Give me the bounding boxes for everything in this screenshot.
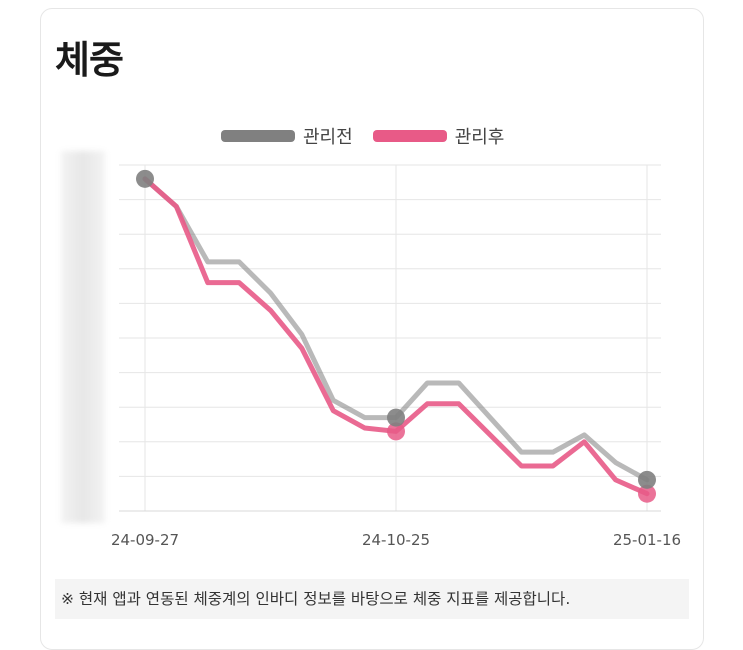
chart-legend: 관리전 관리후	[221, 123, 524, 149]
legend-label-after: 관리후	[454, 127, 505, 148]
x-tick-label: 24-10-25	[362, 531, 430, 549]
x-tick-label: 24-09-27	[111, 531, 179, 549]
data-point-after	[638, 484, 656, 503]
x-tick-label: 25-01-16	[613, 531, 681, 549]
weight-line-chart: 24-09-27 24-10-25 25-01-16	[111, 164, 681, 549]
legend-label-before: 관리전	[303, 127, 353, 148]
weight-card: 체중 관리전 관리후 24-09-27 24-10-25 25-01-16 ※ 현재…	[40, 8, 704, 650]
data-point-after	[387, 422, 405, 441]
data-point-before	[136, 169, 154, 188]
card-title: 체중	[55, 38, 124, 82]
info-note: ※ 현재 앱과 연동된 체중계의 인바디 정보를 바탕으로 체중 지표를 제공합…	[55, 579, 689, 619]
legend-item-before: 관리전	[221, 123, 353, 149]
data-point-before	[387, 408, 405, 427]
y-axis-labels-blurred	[61, 151, 105, 523]
legend-item-after: 관리후	[372, 123, 505, 149]
legend-swatch-before	[221, 130, 295, 142]
data-point-before	[638, 470, 656, 489]
legend-swatch-after	[372, 130, 447, 142]
